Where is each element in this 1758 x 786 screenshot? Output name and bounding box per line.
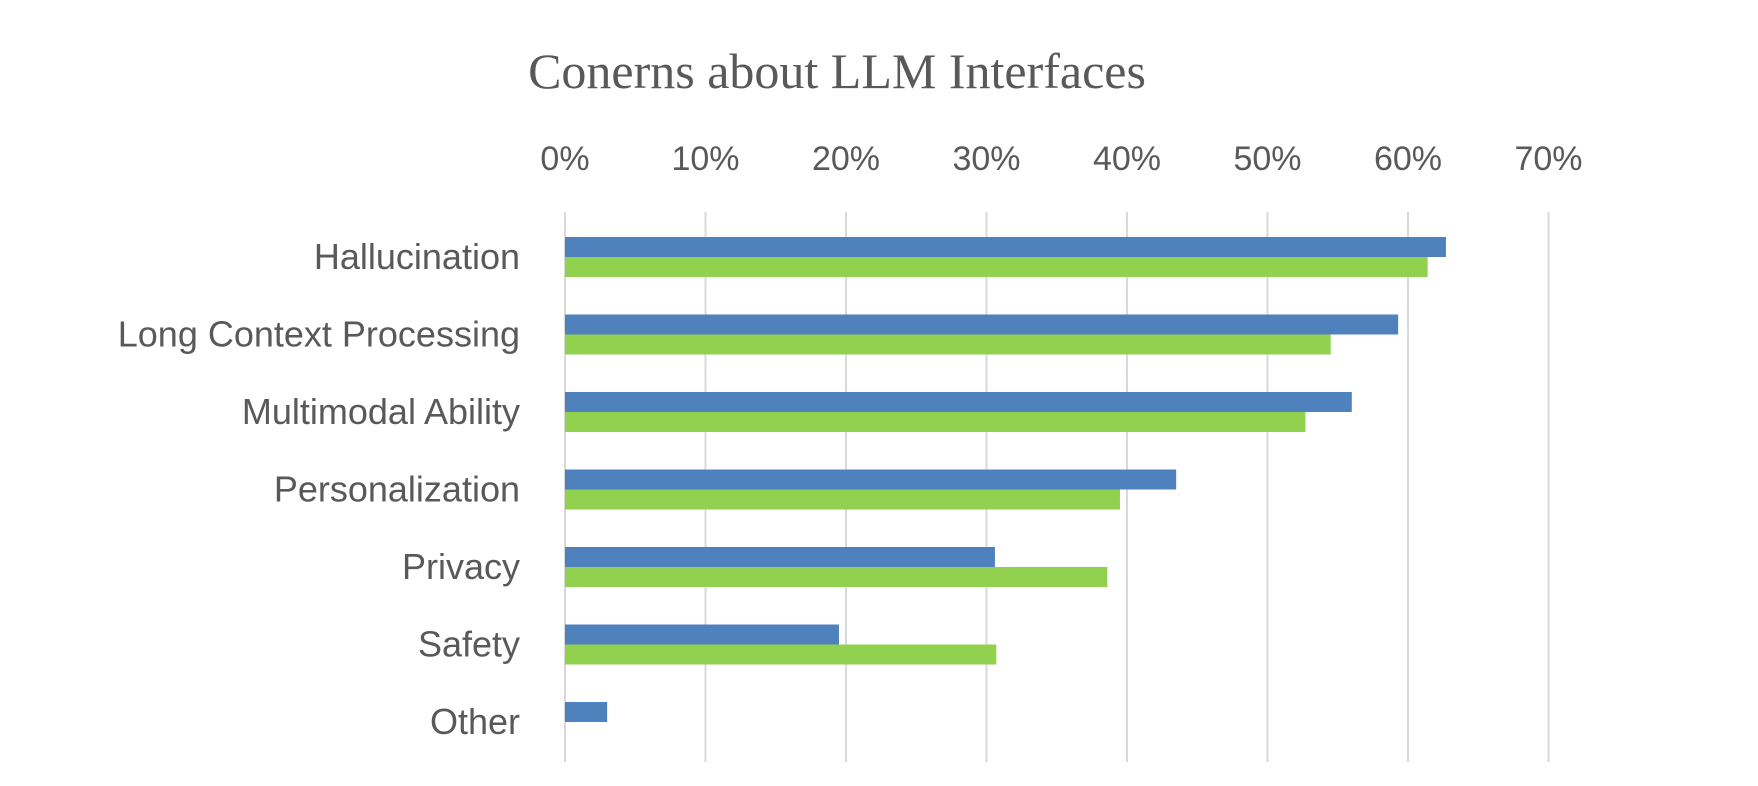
category-label: Safety — [418, 624, 520, 665]
bar — [565, 702, 608, 722]
bar — [565, 314, 1399, 335]
bar — [565, 334, 1331, 355]
x-tick-label: 70% — [1514, 140, 1582, 178]
category-labels: Hallucination Long Context Processing Mult… — [118, 236, 520, 742]
category-label: Other — [430, 701, 520, 742]
bar — [565, 567, 1108, 587]
category-label: Long Context Processing — [118, 314, 520, 355]
bar — [565, 237, 1446, 257]
x-axis-ticks: 0% 10% 20% 30% 40% 50% 60% 70% — [540, 140, 1582, 178]
bar — [565, 392, 1352, 412]
bar — [565, 469, 1177, 490]
bar — [565, 624, 839, 645]
category-label: Multimodal Ability — [242, 391, 520, 432]
bar — [565, 257, 1428, 277]
x-tick-label: 0% — [540, 140, 589, 178]
x-tick-label: 10% — [671, 140, 739, 178]
x-tick-label: 30% — [952, 140, 1020, 178]
bar — [565, 489, 1120, 510]
bar — [565, 547, 995, 567]
category-label: Privacy — [402, 546, 520, 587]
x-tick-label: 50% — [1233, 140, 1301, 178]
chart-title: Conerns about LLM Interfaces — [528, 43, 1146, 99]
category-label: Hallucination — [314, 236, 520, 277]
bars — [565, 237, 1446, 722]
bar — [565, 412, 1306, 432]
x-tick-label: 40% — [1093, 140, 1161, 178]
bar — [565, 644, 997, 665]
x-tick-label: 60% — [1374, 140, 1442, 178]
x-tick-label: 20% — [812, 140, 880, 178]
category-label: Personalization — [274, 469, 520, 510]
